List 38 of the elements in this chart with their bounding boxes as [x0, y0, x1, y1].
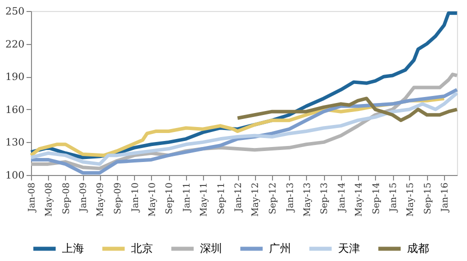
x-tick-label: Jan-15 [389, 182, 400, 213]
x-tick-label: Jan-11 [182, 182, 192, 213]
line-series [236, 96, 459, 122]
x-tick-label: Jan-09 [79, 182, 90, 213]
y-tick-label: 250 [5, 6, 24, 18]
x-tick-label: Jan-14 [337, 182, 348, 213]
legend-label: 天津 [338, 242, 360, 255]
x-tick-label: May-15 [406, 182, 416, 217]
x-tick-label: Jan-08 [28, 182, 38, 213]
x-tick-label: Sep-15 [423, 182, 434, 214]
x-tick-label: Sep-11 [216, 182, 227, 214]
legend-label: 广州 [269, 242, 291, 255]
x-tick-label: May-13 [302, 182, 313, 217]
y-tick-label: 190 [5, 72, 24, 84]
y-tick-label: 130 [5, 138, 24, 149]
x-tick-label: Sep-12 [268, 182, 279, 214]
x-tick-label: May-08 [44, 182, 55, 217]
y-tick-label: 100 [5, 170, 24, 182]
legend-label: 深圳 [200, 242, 222, 255]
legend-label: 上海 [62, 242, 84, 255]
x-tick-label: Jan-12 [234, 182, 244, 213]
x-tick-label: May-10 [148, 182, 158, 217]
legend-label: 北京 [131, 242, 153, 255]
x-tick-label: Sep-10 [165, 182, 176, 214]
x-tick-label: May-14 [354, 182, 364, 217]
x-tick-label: May-11 [199, 182, 210, 217]
x-tick-label: Sep-09 [114, 182, 124, 214]
x-tick-label: Jan-16 [440, 182, 451, 213]
x-tick-label: Sep-13 [320, 182, 330, 214]
x-tick-label: Jan-10 [130, 182, 141, 213]
x-tick-label: Sep-08 [62, 182, 72, 214]
x-tick-label: May-12 [251, 182, 262, 217]
y-tick-label: 160 [5, 104, 24, 116]
y-tick-label: 220 [5, 39, 24, 50]
x-tick-label: Jan-13 [286, 182, 296, 213]
legend-label: 成都 [407, 242, 429, 255]
x-tick-label: May-09 [96, 182, 106, 217]
x-tick-label: Sep-14 [372, 182, 382, 214]
